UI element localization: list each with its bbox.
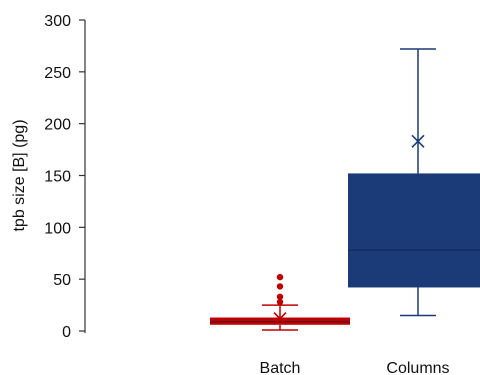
y-tick-label: 50 (53, 272, 71, 289)
box-rect (348, 173, 480, 288)
mean-marker-stroke-b (273, 311, 287, 326)
y-axis (79, 19, 86, 333)
outlier-point (276, 293, 284, 300)
y-tick-label: 250 (44, 65, 71, 82)
y-tick-label: 100 (44, 220, 71, 237)
labels-layer: 0 50 100 150 200 250 300 Batch Columns (44, 13, 449, 375)
y-tick-label: 300 (44, 13, 71, 30)
mean-marker-stroke-b (411, 134, 425, 148)
category-label-batch: Batch (260, 360, 301, 375)
y-tick-label: 200 (44, 117, 71, 134)
box-batch (210, 273, 350, 331)
outlier-point (276, 283, 284, 290)
box-columns (348, 48, 480, 317)
outlier-point (276, 273, 284, 281)
category-label-columns: Columns (386, 360, 449, 375)
outlier-point (276, 298, 284, 306)
y-axis-title: tpb size [B] (pg) (11, 119, 28, 231)
boxes-layer (210, 48, 480, 331)
y-tick-label: 150 (44, 169, 71, 186)
y-tick-label: 0 (62, 324, 71, 341)
